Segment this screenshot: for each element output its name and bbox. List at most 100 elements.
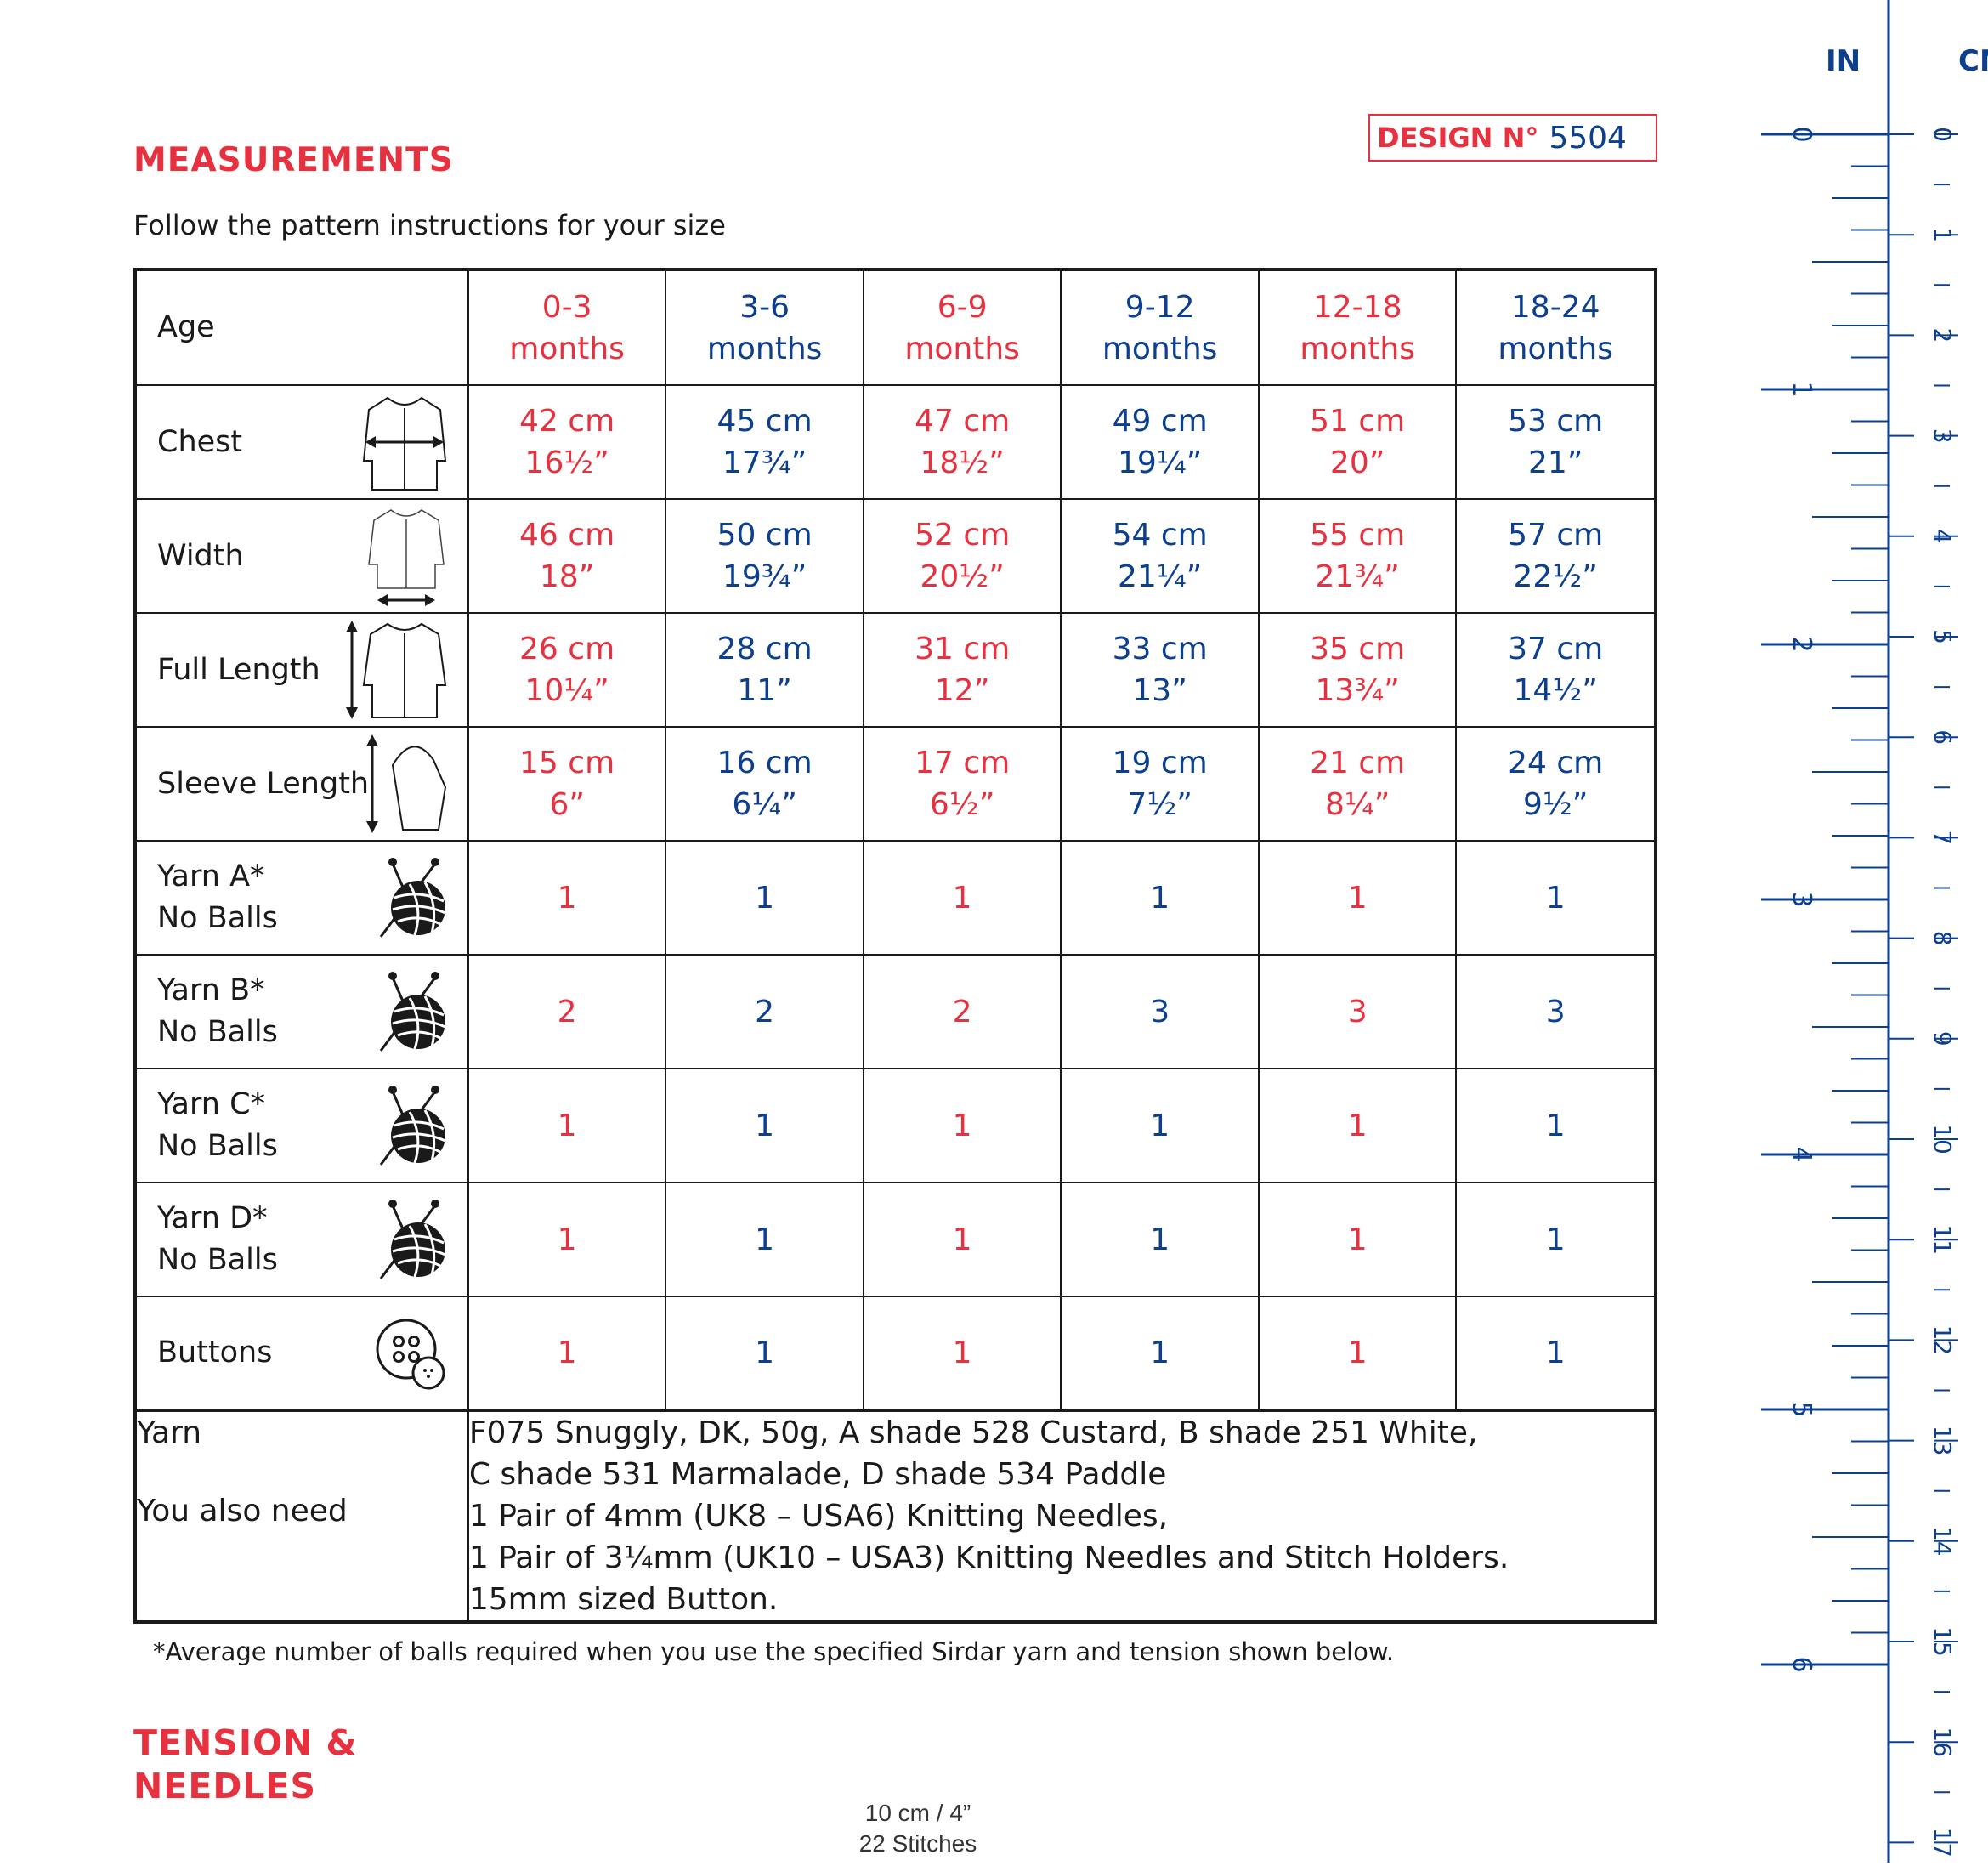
age-label: Age: [134, 269, 469, 386]
design-number-box: DESIGN N° 5504: [1368, 114, 1657, 162]
yarn-balls-cell: 1: [1455, 840, 1657, 956]
row-label: Chest: [157, 424, 243, 459]
materials-details: F075 Snuggly, DK, 50g, A shade 528 Custa…: [467, 1409, 1657, 1623]
yarn-balls-cell: 1: [1060, 1182, 1260, 1297]
metric-value: 37 cm: [1508, 632, 1604, 666]
footnote: *Average number of balls required when y…: [153, 1637, 1395, 1666]
row-label: Width: [157, 538, 244, 573]
size-header: 0-3 months: [467, 269, 667, 386]
full-length-cell: 28 cm 11”: [665, 612, 864, 728]
row-header: Yarn B* No Balls: [134, 954, 469, 1069]
inch-tick-label: 2: [1787, 636, 1816, 652]
imperial-value: 21¾”: [1315, 559, 1400, 594]
row-header: Sleeve Length: [134, 726, 469, 842]
metric-value: 52 cm: [915, 518, 1011, 553]
sleeve-length-cell: 19 cm 7½”: [1060, 726, 1260, 842]
cardigan-length-icon: [345, 621, 446, 719]
yarn-d-row: Yarn D* No Balls 1 1 1 1 1 1: [134, 1182, 1657, 1297]
size-header: 3-6 months: [665, 269, 864, 386]
yarn-balls-cell: 1: [467, 840, 667, 956]
cm-tick-label: 3: [1929, 428, 1957, 444]
metric-value: 21 cm: [1310, 746, 1406, 780]
imperial-value: 18½”: [920, 445, 1005, 480]
cm-tick-label: 17: [1929, 1828, 1957, 1858]
imperial-value: 19¾”: [722, 559, 807, 594]
instructions-subtitle: Follow the pattern instructions for your…: [133, 209, 726, 241]
inch-tick-label: 0: [1787, 126, 1816, 142]
yarn-detail-line: C shade 531 Marmalade, D shade 534 Paddl…: [468, 1457, 1167, 1492]
materials-labels: Yarn You also need: [134, 1409, 469, 1623]
also-need-label: You also need: [137, 1494, 348, 1529]
tension-heading: TENSION & NEEDLES: [133, 1721, 357, 1808]
row-label: Yarn C*: [157, 1087, 266, 1121]
buttons-cell: 1: [467, 1296, 667, 1411]
sleeve-length-cell: 17 cm 6½”: [862, 726, 1062, 842]
cm-tick-label: 1: [1929, 227, 1957, 242]
imperial-value: 21¼”: [1117, 559, 1203, 594]
sleeve-length-cell: 24 cm 9½”: [1455, 726, 1657, 842]
imperial-value: 12”: [934, 673, 990, 708]
metric-value: 51 cm: [1310, 404, 1406, 439]
yarn-balls-cell: 1: [467, 1068, 667, 1183]
sleeve-length-cell: 16 cm 6¼”: [665, 726, 864, 842]
imperial-value: 20½”: [920, 559, 1005, 594]
row-sublabel: No Balls: [157, 901, 278, 935]
chest-cell: 42 cm 16½”: [467, 384, 667, 500]
yarn-ball-icon: [379, 1086, 446, 1166]
full-length-row: Full Length 26 cm 10¼” 28 cm 11” 31 cm 12” …: [134, 612, 1657, 728]
yarn-balls-cell: 1: [1455, 1068, 1657, 1183]
cm-tick-label: 0: [1929, 127, 1957, 142]
cm-tick-label: 5: [1929, 629, 1957, 644]
inch-scale-label: IN: [1826, 44, 1861, 78]
metric-value: 42 cm: [519, 404, 615, 439]
yarn-balls-cell: 2: [467, 954, 667, 1069]
metric-value: 55 cm: [1310, 518, 1406, 553]
buttons-cell: 1: [665, 1296, 864, 1411]
yarn-b-row: Yarn B* No Balls 2 2 2 3 3 3: [134, 954, 1657, 1069]
row-label: Yarn A*: [157, 859, 265, 893]
cm-tick-label: 6: [1929, 729, 1957, 745]
yarn-balls-cell: 3: [1060, 954, 1260, 1069]
full-length-cell: 33 cm 13”: [1060, 612, 1260, 728]
metric-value: 57 cm: [1508, 518, 1604, 553]
button-detail-line: 15mm sized Button.: [468, 1582, 779, 1617]
yarn-balls-cell: 2: [665, 954, 864, 1069]
imperial-value: 16½”: [524, 445, 609, 480]
row-header: Full Length: [134, 612, 469, 728]
cm-scale-label: CM: [1958, 44, 1988, 78]
cm-tick-label: 10: [1929, 1124, 1957, 1154]
cm-tick-label: 2: [1929, 327, 1957, 343]
cm-tick-label: 12: [1929, 1325, 1957, 1356]
yarn-balls-cell: 1: [1455, 1182, 1657, 1297]
size-range: 12-18: [1312, 289, 1402, 325]
tension-size: 10 cm / 4”: [864, 1800, 971, 1826]
size-unit: months: [904, 331, 1020, 366]
metric-value: 28 cm: [716, 632, 813, 666]
tension-heading-line: TENSION &: [133, 1722, 358, 1763]
age-row: Age 0-3 months 3-6 months 6-9 months 9-12 mo…: [134, 269, 1657, 386]
size-unit: months: [1102, 331, 1218, 366]
imperial-value: 6½”: [929, 787, 995, 822]
width-cell: 57 cm 22½”: [1455, 498, 1657, 614]
metric-value: 54 cm: [1112, 518, 1208, 553]
row-header: Chest: [134, 384, 469, 500]
imperial-value: 6¼”: [732, 787, 797, 822]
cm-tick-label: 16: [1929, 1727, 1957, 1757]
row-label: Sleeve Length: [157, 766, 370, 801]
sleeve-length-cell: 21 cm 8¼”: [1257, 726, 1458, 842]
size-header: 9-12 months: [1060, 269, 1260, 386]
cm-tick-label: 14: [1929, 1526, 1957, 1557]
imperial-value: 6”: [549, 787, 585, 822]
yarn-balls-cell: 1: [1257, 1182, 1458, 1297]
imperial-value: 13¾”: [1315, 673, 1400, 708]
measurements-heading: MEASUREMENTS: [133, 141, 454, 179]
row-header: Buttons: [134, 1296, 469, 1411]
metric-value: 19 cm: [1112, 746, 1208, 780]
chest-row: Chest 42 cm 16½” 45 cm 17¾” 47 cm 18½” 49 c…: [134, 384, 1657, 500]
yarn-balls-cell: 1: [665, 840, 864, 956]
measurements-table: Age 0-3 months 3-6 months 6-9 months 9-12 mo…: [133, 268, 1657, 1624]
imperial-value: 9½”: [1522, 787, 1589, 822]
full-length-cell: 35 cm 13¾”: [1257, 612, 1458, 728]
